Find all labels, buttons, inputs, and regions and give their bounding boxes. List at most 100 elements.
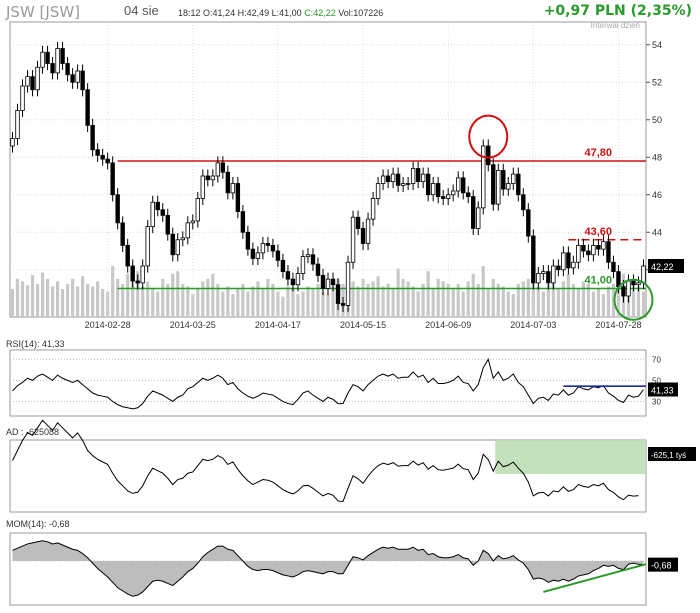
close-value: C:42,22: [304, 8, 336, 18]
volume-bar: [70, 278, 75, 317]
volume-bar: [566, 273, 570, 317]
volume-bar: [461, 291, 465, 317]
date-tick-label: 2014-07-03: [510, 320, 556, 330]
volume-bar: [65, 283, 70, 317]
volume-bar: [476, 283, 480, 317]
candle-body: [140, 265, 145, 284]
candle-body: [220, 162, 226, 173]
candle-body: [591, 244, 596, 256]
candle-body: [30, 76, 35, 91]
volume-bar: [181, 283, 185, 317]
level-label: 47,80: [584, 147, 612, 159]
candle-body: [440, 196, 446, 199]
candle-body: [310, 254, 316, 265]
volume-bar: [446, 283, 450, 317]
candle-body: [245, 231, 251, 250]
candle-body: [230, 183, 236, 194]
volume-bar: [55, 281, 60, 317]
volume-bar: [431, 289, 435, 317]
volume-bar: [366, 283, 370, 317]
candle-body: [200, 175, 206, 199]
candle-body: [300, 256, 306, 274]
date-tick-label: 2014-05-15: [340, 320, 386, 330]
volume-bar: [50, 286, 55, 317]
volume-bar: [386, 283, 390, 317]
volume-bar: [426, 271, 430, 317]
panel-frame-mom: [9, 532, 647, 606]
price-tick-label: 44: [652, 227, 662, 237]
volume-bar: [186, 286, 190, 317]
candle-body: [581, 244, 586, 252]
candle-body: [320, 274, 326, 289]
candle-body: [471, 196, 476, 229]
chart-header: JSW [JSW] 04 sie 18:12 O:41,24 H:42,49 L…: [0, 0, 700, 22]
volume-bar: [411, 286, 415, 317]
volume-bar: [351, 281, 355, 317]
candle-body: [611, 261, 616, 273]
level-label: 41,00: [584, 275, 612, 287]
session-date: 04 sie: [124, 3, 159, 18]
candle-body: [215, 162, 221, 177]
volume-bar: [511, 294, 515, 317]
volume-bar: [206, 278, 210, 317]
volume-bar: [496, 283, 500, 317]
candle-body: [345, 261, 351, 306]
candle-body: [235, 183, 241, 213]
candle-body: [185, 222, 190, 239]
volume-bar: [596, 289, 601, 317]
candle-body: [65, 63, 70, 76]
candle-body: [365, 218, 371, 244]
volume-bar: [586, 283, 591, 317]
volume-bar: [211, 273, 215, 317]
candle-body: [195, 198, 200, 222]
candle-body: [456, 177, 461, 192]
candle-body: [210, 175, 216, 181]
candle-body: [90, 124, 95, 151]
mom-area: [12, 540, 644, 597]
candle-body: [150, 201, 155, 228]
rsi-tick-label: 50: [652, 376, 661, 385]
volume-bar: [286, 286, 290, 317]
volume-bar: [126, 273, 130, 317]
rsi-tick-label: 70: [652, 355, 661, 364]
candle-body: [526, 209, 531, 237]
volume-bar: [281, 296, 285, 317]
candle-body: [260, 243, 266, 254]
rsi-last-box: [648, 382, 678, 397]
volume-bar: [256, 281, 260, 317]
ohlc-info: 18:12 O:41,24 H:42,49 L:41,00 C:42,22 Vo…: [178, 8, 383, 18]
volume-bar: [611, 283, 616, 317]
volume-bar: [221, 291, 225, 317]
volume-bar: [296, 294, 300, 317]
candle-body: [80, 70, 85, 91]
volume-bar: [526, 278, 530, 317]
volume-bar: [171, 273, 175, 317]
candle-body: [50, 63, 55, 74]
candle-body: [410, 168, 416, 184]
volume-bar: [381, 286, 385, 317]
volume-bar: [246, 291, 250, 317]
candle-body: [175, 239, 180, 256]
candle-body: [385, 175, 391, 183]
candle-body: [556, 265, 561, 271]
volume-bar: [551, 278, 555, 317]
candle-body: [506, 183, 511, 190]
candle-body: [531, 235, 536, 284]
candle-body: [170, 233, 175, 256]
candle-body: [190, 220, 195, 224]
mom-trend-line: [543, 563, 647, 593]
volume-bar: [471, 273, 475, 317]
candle-body: [420, 173, 426, 183]
volume-bar: [416, 291, 420, 317]
volume-bar: [466, 281, 470, 317]
highlight-circle-high: [468, 114, 509, 159]
candle-body: [616, 271, 621, 288]
candle-body: [566, 252, 571, 269]
volume-bar: [556, 289, 560, 317]
volume-bar: [601, 294, 606, 317]
price-tick-label: 46: [652, 190, 662, 200]
candle-body: [445, 194, 451, 199]
last-price-label: 42,22: [651, 262, 674, 272]
volume-bar: [481, 266, 485, 317]
volume-bar: [311, 289, 315, 317]
